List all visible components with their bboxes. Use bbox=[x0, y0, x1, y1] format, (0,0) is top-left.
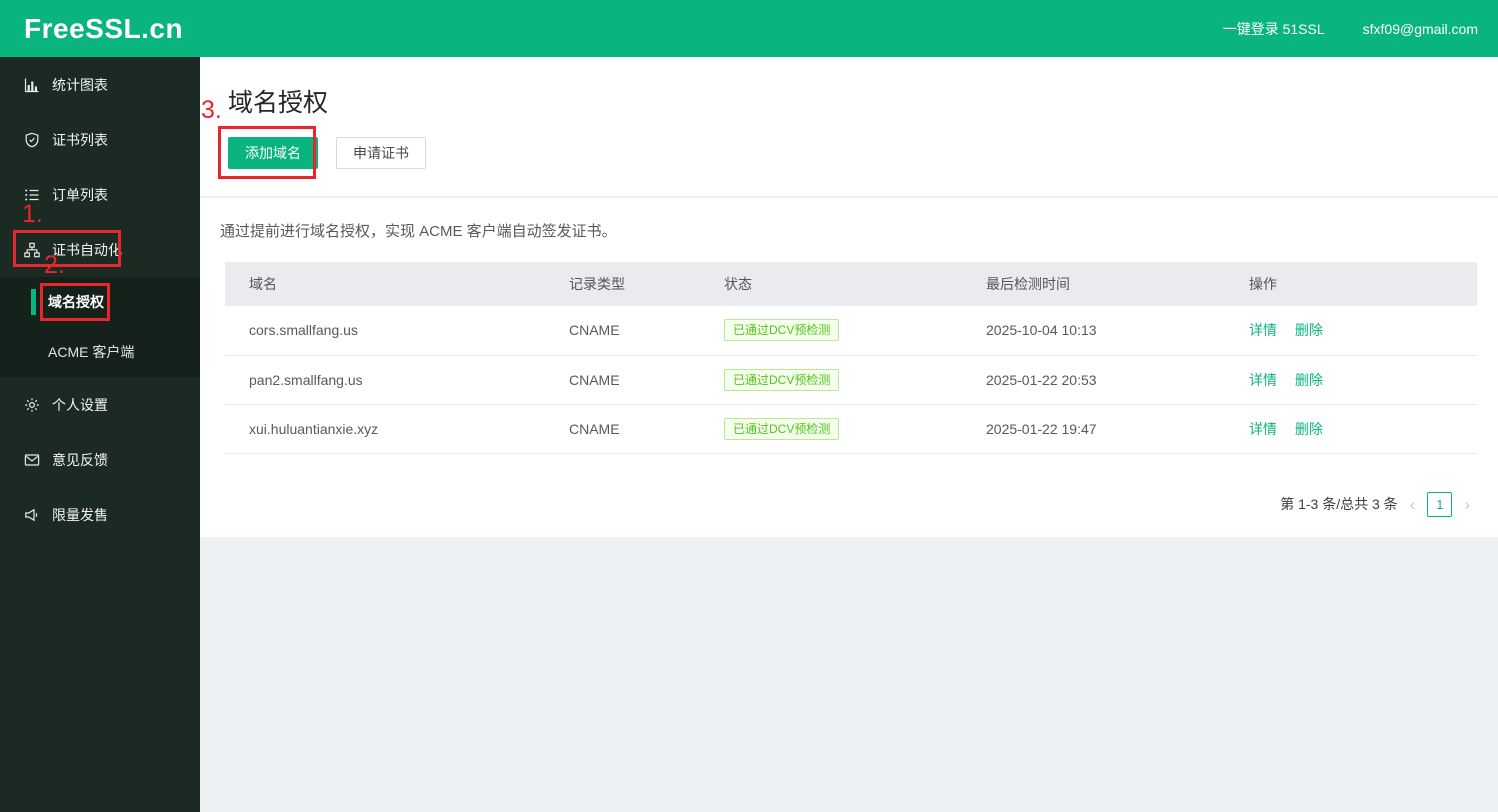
pagination-summary: 第 1-3 条/总共 3 条 bbox=[1280, 496, 1398, 512]
gear-icon bbox=[24, 397, 40, 413]
page-header: 域名授权 添加域名 申请证书 bbox=[200, 57, 1498, 197]
sidebar-item-label: 限量发售 bbox=[52, 506, 108, 523]
status-badge: 已通过DCV预检测 bbox=[724, 368, 840, 391]
sidebar-item-label: 个人设置 bbox=[52, 396, 108, 413]
add-domain-button[interactable]: 添加域名 bbox=[228, 137, 318, 169]
sidebar-item-orders[interactable]: 订单列表 bbox=[0, 167, 200, 222]
cell-last-check: 2025-10-04 10:13 bbox=[962, 306, 1225, 356]
sidebar-item-limited-sale[interactable]: 限量发售 bbox=[0, 487, 200, 542]
sidebar-item-label: 意见反馈 bbox=[52, 451, 108, 468]
sidebar-item-stats[interactable]: 统计图表 bbox=[0, 57, 200, 112]
col-domain: 域名 bbox=[225, 262, 545, 306]
bar-chart-icon bbox=[24, 77, 40, 93]
table-row: xui.huluantianxie.xyz CNAME 已通过DCV预检测 20… bbox=[225, 404, 1477, 454]
pagination-prev-icon[interactable]: ‹ bbox=[1409, 494, 1416, 514]
top-header: FreeSSL.cn 一键登录 51SSL sfxf09@gmail.com bbox=[0, 0, 1498, 57]
cell-record-type: CNAME bbox=[545, 306, 700, 356]
pagination-next-icon[interactable]: › bbox=[1464, 494, 1470, 514]
mail-icon bbox=[24, 452, 40, 468]
sidebar-item-personal-settings[interactable]: 个人设置 bbox=[0, 377, 200, 432]
sidebar-item-domain-auth[interactable]: 域名授权 bbox=[0, 277, 200, 327]
sidebar-item-feedback[interactable]: 意见反馈 bbox=[0, 432, 200, 487]
cell-last-check: 2025-01-22 19:47 bbox=[962, 404, 1225, 454]
sidebar-item-acme-client[interactable]: ACME 客户端 bbox=[0, 327, 200, 377]
table-row: pan2.smallfang.us CNAME 已通过DCV预检测 2025-0… bbox=[225, 355, 1477, 405]
apply-cert-button[interactable]: 申请证书 bbox=[336, 137, 426, 169]
sidebar-item-label: 证书列表 bbox=[52, 131, 108, 148]
sidebar-item-cert-automation[interactable]: 证书自动化 bbox=[0, 222, 200, 277]
col-status: 状态 bbox=[700, 262, 962, 306]
sidebar-item-label: ACME 客户端 bbox=[48, 344, 135, 360]
list-icon bbox=[24, 187, 40, 203]
quick-login-link[interactable]: 一键登录 51SSL bbox=[1222, 20, 1325, 37]
page-description: 通过提前进行域名授权，实现 ACME 客户端自动签发证书。 bbox=[220, 223, 617, 240]
logo[interactable]: FreeSSL.cn bbox=[24, 12, 184, 44]
sidebar-item-label: 证书自动化 bbox=[52, 241, 122, 258]
detail-link[interactable]: 详情 bbox=[1249, 371, 1277, 388]
col-record-type: 记录类型 bbox=[545, 262, 700, 306]
status-badge: 已通过DCV预检测 bbox=[724, 319, 840, 342]
table-row: cors.smallfang.us CNAME 已通过DCV预检测 2025-1… bbox=[225, 306, 1477, 356]
cell-domain: pan2.smallfang.us bbox=[225, 355, 545, 405]
sitemap-icon bbox=[24, 242, 40, 258]
account-email[interactable]: sfxf09@gmail.com bbox=[1362, 20, 1478, 37]
cert-automation-submenu: 域名授权 ACME 客户端 bbox=[0, 277, 200, 377]
table-header-row: 域名 记录类型 状态 最后检测时间 操作 bbox=[225, 262, 1477, 306]
cell-record-type: CNAME bbox=[545, 355, 700, 405]
delete-link[interactable]: 删除 bbox=[1294, 322, 1323, 339]
domain-table: 域名 记录类型 状态 最后检测时间 操作 cors.smallfang.us C… bbox=[225, 262, 1477, 454]
sidebar: 统计图表 证书列表 订单列表 bbox=[0, 57, 200, 812]
col-actions: 操作 bbox=[1225, 262, 1477, 306]
cell-record-type: CNAME bbox=[545, 404, 700, 454]
detail-link[interactable]: 详情 bbox=[1249, 420, 1277, 437]
detail-link[interactable]: 详情 bbox=[1249, 322, 1277, 339]
shield-check-icon bbox=[24, 132, 40, 148]
sidebar-item-label: 订单列表 bbox=[52, 186, 108, 203]
delete-link[interactable]: 删除 bbox=[1294, 420, 1323, 437]
sidebar-item-cert-list[interactable]: 证书列表 bbox=[0, 112, 200, 167]
content-card: 通过提前进行域名授权，实现 ACME 客户端自动签发证书。 域名 记录类型 状态… bbox=[200, 198, 1498, 537]
sidebar-item-label: 域名授权 bbox=[48, 294, 104, 310]
cell-last-check: 2025-01-22 20:53 bbox=[962, 355, 1225, 405]
delete-link[interactable]: 删除 bbox=[1294, 371, 1323, 388]
megaphone-icon bbox=[24, 507, 40, 523]
pagination-page-1[interactable]: 1 bbox=[1427, 491, 1453, 517]
cell-domain: xui.huluantianxie.xyz bbox=[225, 404, 545, 454]
pagination: 第 1-3 条/总共 3 条 ‹ 1 › bbox=[1280, 490, 1470, 518]
page-title: 域名授权 bbox=[228, 89, 329, 117]
col-last-check: 最后检测时间 bbox=[962, 262, 1225, 306]
status-badge: 已通过DCV预检测 bbox=[724, 417, 840, 440]
cell-domain: cors.smallfang.us bbox=[225, 306, 545, 356]
sidebar-item-label: 统计图表 bbox=[52, 76, 108, 93]
